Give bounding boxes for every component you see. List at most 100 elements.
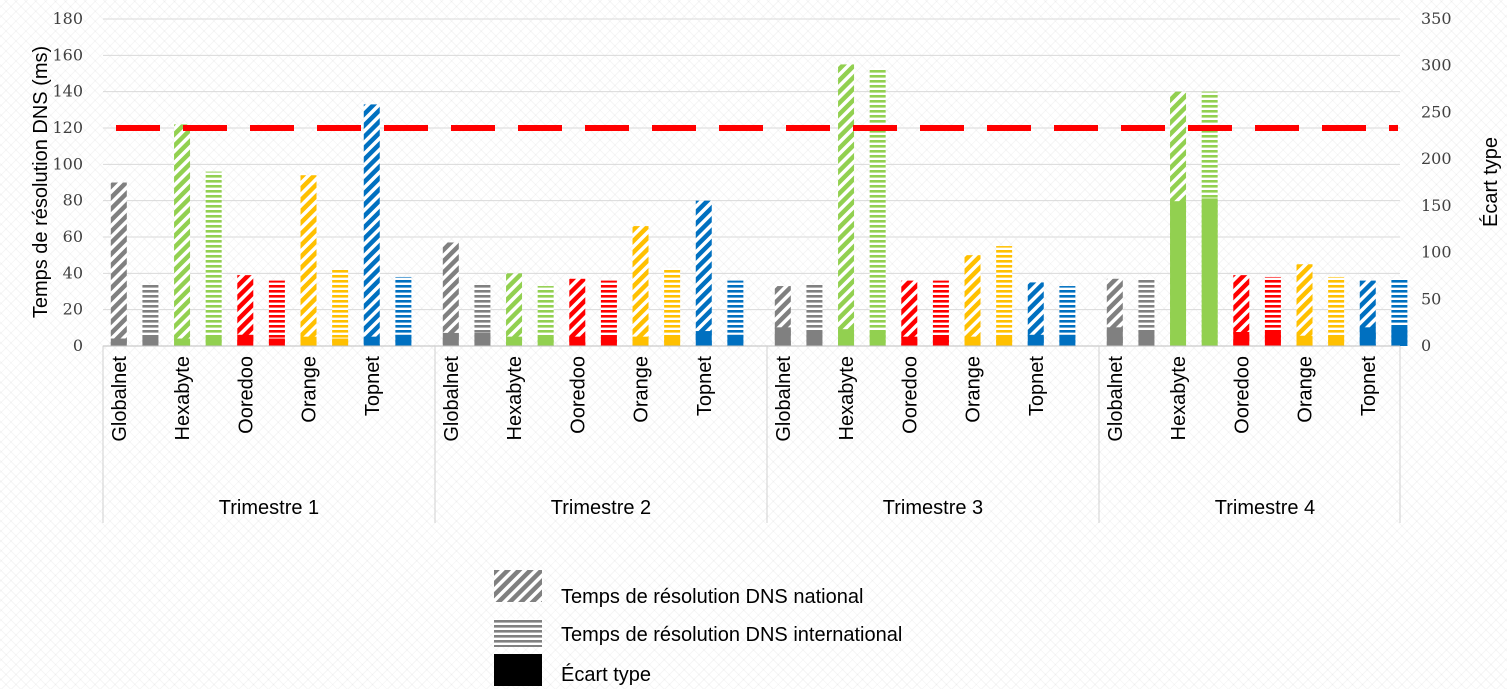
x-category-label: Topnet: [694, 356, 716, 416]
bar-ecart-type: [1264, 331, 1281, 346]
bar-ecart-type: [1170, 201, 1187, 346]
bar-national: [569, 278, 586, 346]
bar-ecart-type: [110, 338, 127, 346]
bar-international: [268, 280, 285, 346]
x-category-label: Globalnet: [1105, 356, 1127, 442]
x-category-label: Hexabyte: [836, 356, 858, 441]
bar-ecart-type: [474, 332, 491, 346]
bar-international: [1138, 278, 1155, 346]
x-category-label: Globalnet: [773, 356, 795, 442]
y-tick-label: 140: [52, 82, 83, 101]
x-category-label: Ooredoo: [899, 356, 921, 434]
bar-ecart-type: [996, 336, 1013, 346]
bar-ecart-type: [632, 336, 649, 346]
bar-national: [110, 182, 127, 346]
x-group-label: Trimestre 1: [219, 497, 319, 519]
bar-national: [237, 275, 254, 346]
bar-ecart-type: [1328, 335, 1345, 346]
bar-ecart-type: [1233, 331, 1250, 346]
x-category-label: Ooredoo: [235, 356, 257, 434]
x-group-label: Trimestre 2: [551, 497, 651, 519]
y2-tick-label: 250: [1421, 102, 1452, 121]
y2-tick-label: 50: [1421, 289, 1441, 308]
x-category-label: Orange: [1295, 356, 1317, 423]
bar-ecart-type: [268, 338, 285, 346]
bar-ecart-type: [600, 336, 617, 346]
y2-tick-label: 350: [1421, 9, 1452, 28]
x-category-label: Topnet: [362, 356, 384, 416]
bar-international: [395, 276, 412, 346]
bar-ecart-type: [569, 336, 586, 346]
y2-tick-label: 100: [1421, 243, 1452, 262]
bar-national: [442, 242, 459, 346]
bar-international: [806, 284, 823, 346]
bar-international: [1059, 286, 1076, 346]
bar-national: [901, 280, 918, 346]
bar-international: [869, 68, 886, 347]
y-tick-label: 60: [63, 227, 83, 246]
bar-ecart-type: [806, 331, 823, 346]
legend: Temps de résolution DNS national Temps d…: [494, 570, 902, 686]
bar-national: [174, 124, 191, 346]
bar-ecart-type: [442, 332, 459, 346]
x-category-label: Orange: [631, 356, 653, 423]
y-tick-label: 180: [52, 9, 83, 28]
bar-ecart-type: [932, 336, 949, 346]
y-tick-label: 120: [52, 118, 83, 137]
x-category-label: Ooredoo: [1231, 356, 1253, 434]
bar-ecart-type: [1027, 334, 1044, 346]
bar-international: [996, 246, 1013, 346]
legend-label-national: Temps de résolution DNS national: [561, 586, 863, 608]
bar-ecart-type: [332, 338, 349, 346]
x-axis: Globalnet Hexabyte Ooredoo Orange Topnet Trim…: [102, 345, 1401, 523]
x-category-label: Globalnet: [441, 356, 463, 442]
x-group-label: Trimestre 4: [1215, 497, 1315, 519]
bar-ecart-type: [1138, 330, 1155, 346]
left-axis-ticks: 0 20 40 60 80 100 120 140 160 180: [52, 9, 83, 355]
bar-ecart-type: [395, 334, 412, 346]
bar-national: [632, 226, 649, 346]
x-category-label: Globalnet: [109, 356, 131, 442]
bar-ecart-type: [174, 338, 191, 346]
y2-tick-label: 200: [1421, 149, 1452, 168]
bar-international: [332, 269, 349, 346]
x-category-label: Orange: [299, 356, 321, 423]
legend-label-ecart-type: Écart type: [561, 663, 651, 686]
bar-ecart-type: [1359, 327, 1376, 346]
bar-national: [1233, 275, 1250, 346]
bar-national: [695, 200, 712, 346]
bar-international: [474, 284, 491, 346]
bar-ecart-type: [1391, 327, 1408, 346]
bar-international: [664, 267, 681, 346]
y-tick-label: 0: [73, 336, 83, 355]
x-category-label: Topnet: [1358, 356, 1380, 416]
right-axis-ticks: 0 50 100 150 200 250 300 350: [1421, 9, 1452, 355]
y2-tick-label: 0: [1421, 336, 1431, 355]
bar-national: [363, 104, 380, 346]
bar-ecart-type: [727, 334, 744, 346]
legend-swatch-ecart-type: [494, 654, 542, 686]
bar-ecart-type: [205, 336, 222, 346]
y-tick-label: 20: [63, 300, 83, 319]
bar-ecart-type: [363, 336, 380, 346]
bar-international: [1264, 276, 1281, 346]
y-tick-label: 100: [52, 154, 83, 173]
y-tick-label: 160: [52, 45, 83, 64]
y-tick-label: 80: [63, 191, 83, 210]
y-tick-label: 40: [63, 263, 83, 282]
bar-international: [205, 171, 222, 346]
x-category-label: Ooredoo: [567, 356, 589, 434]
bar-ecart-type: [237, 334, 254, 346]
legend-label-international: Temps de résolution DNS international: [561, 624, 902, 646]
bar-international: [1328, 276, 1345, 346]
bar-ecart-type: [300, 336, 317, 346]
x-category-label: Hexabyte: [1168, 356, 1190, 441]
legend-swatch-national: [494, 570, 542, 602]
y2-axis-title: Écart type: [1479, 137, 1502, 227]
bar-ecart-type: [1296, 335, 1313, 346]
y-axis-title: Temps de résolution DNS (ms): [30, 46, 52, 318]
bar-ecart-type: [664, 336, 681, 346]
bar-national: [964, 255, 981, 346]
y2-tick-label: 300: [1421, 56, 1452, 75]
